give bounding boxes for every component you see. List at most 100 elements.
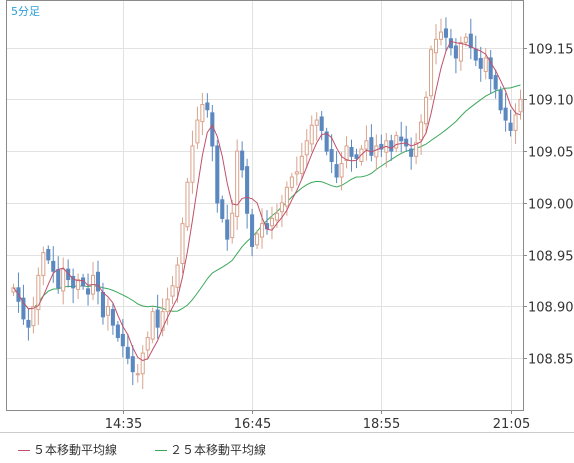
candle-body bbox=[100, 291, 106, 318]
candle-body bbox=[409, 148, 414, 157]
candle-body bbox=[165, 298, 170, 313]
y-tick-label: 109.00 bbox=[528, 198, 574, 213]
candle-body bbox=[309, 124, 314, 145]
candle-body bbox=[255, 233, 260, 246]
candle-body bbox=[468, 33, 473, 49]
candle-body bbox=[463, 36, 468, 43]
candle-body bbox=[438, 31, 444, 40]
candle-body bbox=[493, 75, 498, 90]
candle-body bbox=[115, 324, 120, 339]
candle-body bbox=[369, 137, 374, 156]
candle-body bbox=[269, 217, 275, 227]
candle-body bbox=[389, 140, 394, 152]
candle-body bbox=[324, 131, 329, 152]
candle-body bbox=[513, 114, 518, 131]
legend-swatch-ma25 bbox=[155, 450, 167, 451]
candle-body bbox=[240, 150, 245, 171]
grid-layer bbox=[7, 1, 523, 410]
candle-body bbox=[349, 147, 354, 157]
candle-body bbox=[379, 143, 384, 150]
candle-body bbox=[289, 176, 294, 188]
candle-body bbox=[230, 212, 235, 239]
candle-body bbox=[135, 373, 140, 376]
x-tick-label: 21:05 bbox=[493, 417, 530, 432]
candle-body bbox=[329, 149, 334, 162]
candle-body bbox=[56, 269, 61, 289]
candle-body bbox=[180, 223, 185, 264]
candle-body bbox=[145, 337, 150, 351]
candle-body bbox=[76, 279, 81, 290]
ma5-layer bbox=[13, 40, 521, 362]
legend-item-ma25: ２５本移動平均線 bbox=[155, 441, 266, 458]
candle-body bbox=[140, 352, 145, 375]
candle-body bbox=[71, 275, 76, 289]
candle-body bbox=[125, 346, 130, 359]
candle-body bbox=[105, 305, 110, 316]
candle-body bbox=[518, 98, 523, 113]
candle-body bbox=[31, 305, 36, 327]
y-tick-label: 108.90 bbox=[528, 301, 574, 316]
candle-body bbox=[86, 288, 91, 295]
candle-body bbox=[364, 140, 369, 150]
candle-body bbox=[259, 223, 265, 238]
candle-body bbox=[185, 181, 190, 228]
y-tick-label: 108.95 bbox=[528, 250, 574, 265]
candle-body bbox=[110, 309, 115, 326]
candle-body bbox=[245, 166, 250, 214]
candle-body bbox=[190, 145, 195, 183]
candle-body bbox=[155, 309, 160, 328]
y-tick-label: 109.15 bbox=[528, 43, 574, 58]
candle-body bbox=[95, 271, 101, 292]
candle-body bbox=[453, 45, 458, 59]
candle-body bbox=[503, 107, 508, 121]
legend-label-ma5: ５本移動平均線 bbox=[33, 443, 118, 457]
y-tick-label: 108.85 bbox=[528, 353, 574, 368]
candle-body bbox=[120, 333, 125, 347]
candle-body bbox=[170, 285, 175, 297]
candle-body bbox=[299, 155, 304, 174]
candle-body bbox=[195, 119, 200, 144]
candle-body bbox=[130, 356, 135, 373]
candle-body bbox=[200, 104, 205, 123]
ma5-line bbox=[13, 40, 521, 362]
candle-body bbox=[210, 112, 215, 147]
chart-svg: 108.85 108.90 108.95 109.00 109.05 109.10 109.… bbox=[6, 0, 574, 432]
candle-body bbox=[304, 140, 309, 156]
candle-body bbox=[284, 186, 289, 207]
candle-body bbox=[26, 319, 31, 328]
x-tick-label: 18:55 bbox=[363, 417, 400, 432]
candle-body bbox=[205, 102, 210, 111]
candle-body bbox=[354, 154, 359, 159]
candle-body bbox=[235, 150, 240, 217]
candle-body bbox=[428, 49, 434, 97]
candle-body bbox=[433, 38, 439, 54]
candle-body bbox=[46, 249, 51, 261]
candle-body bbox=[225, 219, 230, 240]
candle-body bbox=[483, 57, 488, 72]
candle-body bbox=[175, 264, 180, 288]
candle-layer bbox=[11, 17, 523, 390]
candle-body bbox=[294, 171, 299, 175]
candle-body bbox=[473, 48, 478, 61]
candle-body bbox=[314, 119, 319, 126]
candle-body bbox=[150, 311, 155, 340]
candle-body bbox=[424, 96, 429, 125]
candle-body bbox=[339, 163, 344, 178]
y-tick-label: 109.10 bbox=[528, 94, 574, 109]
candle-body bbox=[66, 268, 71, 281]
candle-body bbox=[220, 199, 225, 219]
candle-body bbox=[488, 57, 493, 80]
period-label: 5分足 bbox=[11, 5, 40, 18]
candle-body bbox=[160, 311, 165, 331]
y-tick-label: 109.05 bbox=[528, 146, 574, 161]
candle-body bbox=[414, 142, 419, 157]
candle-body bbox=[399, 136, 404, 142]
candle-body bbox=[478, 57, 483, 69]
x-tick-label: 16:45 bbox=[234, 417, 271, 432]
candle-body bbox=[508, 122, 513, 131]
candle-body bbox=[61, 268, 66, 292]
candle-body bbox=[458, 41, 463, 62]
candle-body bbox=[41, 252, 46, 276]
plot-frame bbox=[6, 0, 524, 411]
candle-body bbox=[36, 274, 41, 311]
